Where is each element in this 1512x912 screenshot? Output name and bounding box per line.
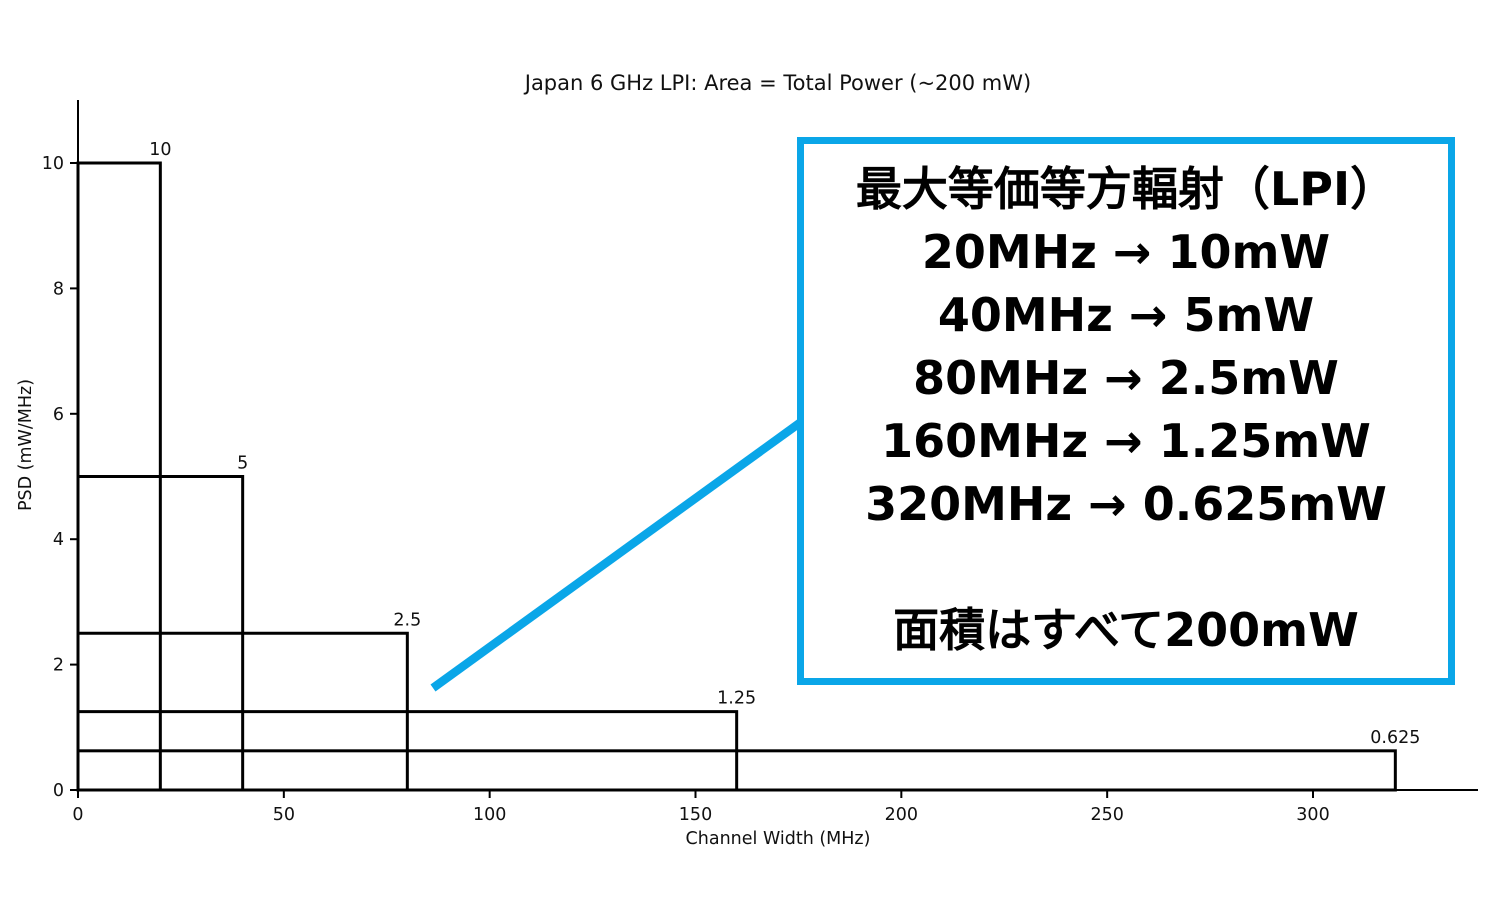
- annotation-title: 最大等価等方輻射（LPI）: [855, 162, 1397, 216]
- x-tick-label: 100: [473, 805, 506, 825]
- y-tick-label: 2: [53, 656, 64, 676]
- x-tick-label: 200: [885, 805, 918, 825]
- psd-rect-label-320mhz: 0.625: [1370, 728, 1420, 748]
- x-tick-label: 250: [1090, 805, 1123, 825]
- chart-title: Japan 6 GHz LPI: Area = Total Power (~20…: [524, 71, 1032, 95]
- x-tick-label: 0: [72, 805, 83, 825]
- x-axis-label: Channel Width (MHz): [685, 829, 871, 849]
- x-tick-label: 150: [679, 805, 712, 825]
- psd-rect-320mhz: [76, 749, 1397, 792]
- y-tick-label: 8: [53, 279, 64, 299]
- annotation-rule-320: 320MHz → 0.625mW: [865, 477, 1387, 531]
- psd-rect-label-160mhz: 1.25: [717, 689, 756, 709]
- annotation-rule-20: 20MHz → 10mW: [921, 225, 1331, 279]
- y-tick-label: 10: [42, 154, 64, 174]
- y-tick-label: 6: [53, 405, 64, 425]
- annotation-box: 最大等価等方輻射（LPI） 20MHz → 10mW 40MHz → 5mW 8…: [797, 137, 1455, 685]
- annotation-rule-80: 80MHz → 2.5mW: [913, 351, 1339, 405]
- psd-rect-label-80mhz: 2.5: [393, 610, 421, 630]
- x-tick-label: 50: [273, 805, 295, 825]
- x-tick-label: 300: [1296, 805, 1329, 825]
- annotation-rule-160: 160MHz → 1.25mW: [881, 414, 1371, 468]
- psd-rect-label-40mhz: 5: [237, 454, 248, 474]
- y-tick-label: 0: [53, 781, 64, 801]
- psd-rect-label-20mhz: 10: [149, 140, 171, 160]
- annotation-spacer: [804, 536, 1448, 599]
- y-tick-label: 4: [53, 530, 64, 550]
- annotation-rule-40: 40MHz → 5mW: [937, 288, 1315, 342]
- annotation-footer: 面積はすべて200mW: [893, 603, 1359, 657]
- callout-connector: [430, 418, 804, 692]
